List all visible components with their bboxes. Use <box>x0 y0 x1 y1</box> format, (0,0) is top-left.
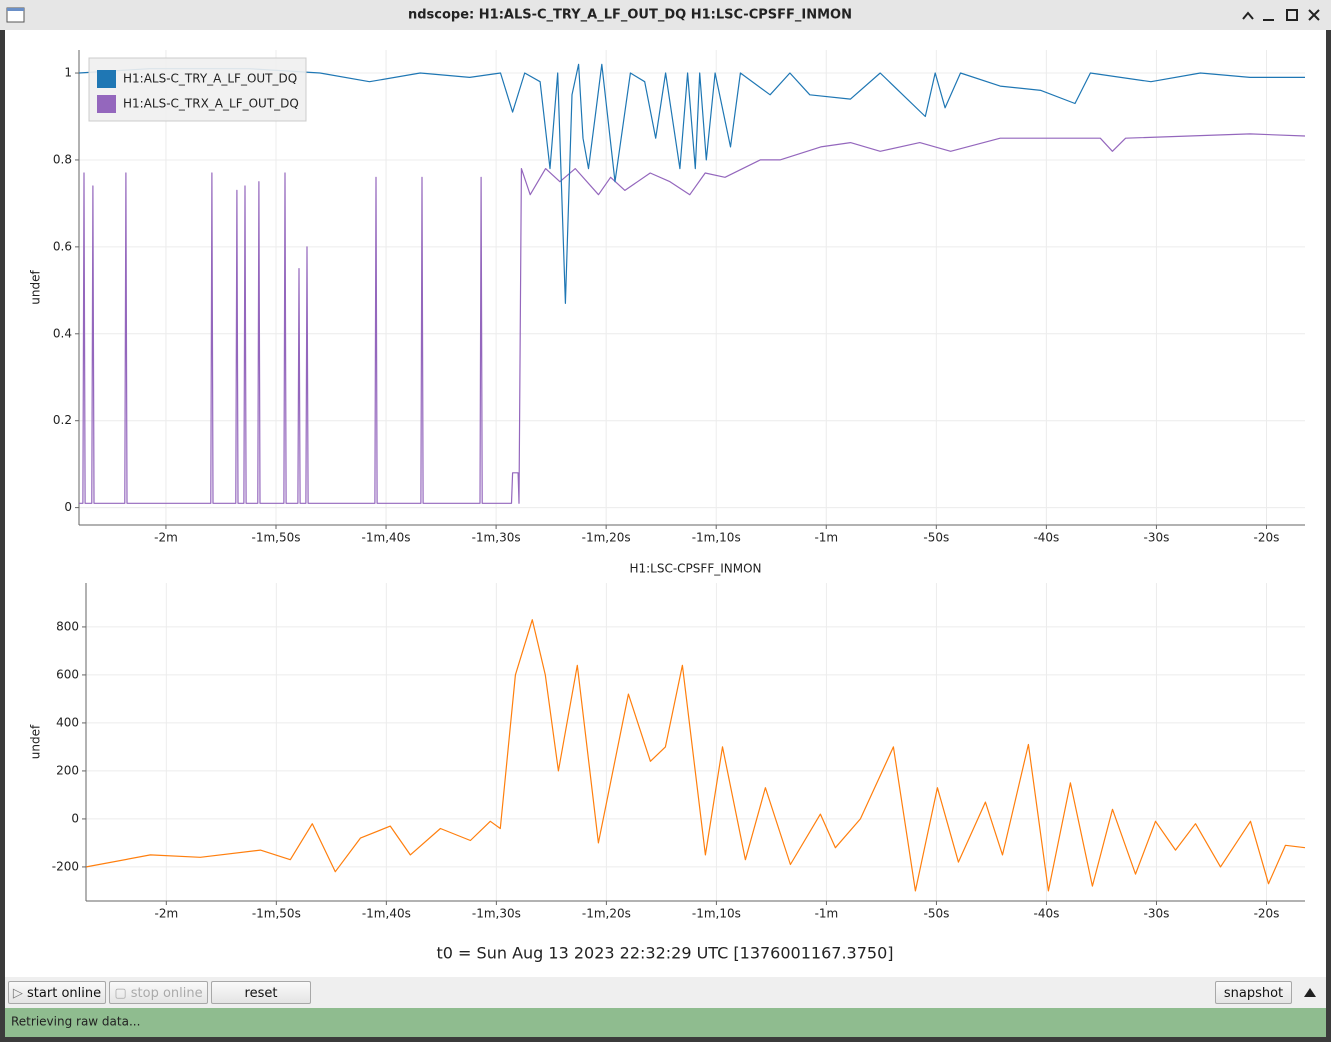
y-tick-label: 0.6 <box>53 239 72 253</box>
x-tick-label: -1m,10s <box>692 907 741 921</box>
x-tick-label: -40s <box>1033 531 1059 545</box>
y-tick-label: 0 <box>64 500 72 514</box>
y-tick-label: 0.2 <box>53 413 72 427</box>
reset-button[interactable]: reset <box>211 981 311 1004</box>
x-tick-label: -1m,50s <box>252 907 301 921</box>
x-tick-label: -2m <box>154 907 178 921</box>
legend-swatch <box>97 70 116 88</box>
status-bar <box>5 1008 1326 1037</box>
y-tick-label: 0 <box>71 811 79 825</box>
window-icon-bar <box>7 8 24 11</box>
window-shade[interactable] <box>1242 11 1254 20</box>
x-tick-label: -1m,50s <box>251 531 300 545</box>
snapshot-button[interactable]: snapshot <box>1215 981 1292 1004</box>
window-maximize[interactable] <box>1286 9 1298 21</box>
legend-box <box>88 57 307 122</box>
y-tick-label: 0.4 <box>53 326 72 340</box>
t0-label: t0 = Sun Aug 13 2023 22:32:29 UTC [13760… <box>437 944 894 963</box>
legend-label: H1:ALS-C_TRX_A_LF_OUT_DQ <box>123 97 299 111</box>
stop-online-button: ▢ stop online <box>109 981 208 1004</box>
series-line <box>86 619 1306 892</box>
y-axis-label: undef <box>29 724 43 759</box>
x-tick-label: -1m <box>815 907 839 921</box>
button-label: start online <box>27 986 102 1001</box>
legend-swatch <box>97 95 116 113</box>
x-tick-label: -1m,20s <box>582 907 631 921</box>
x-tick-label: -2m <box>154 531 178 545</box>
x-tick-label: -30s <box>1144 907 1170 921</box>
legend-label: H1:ALS-C_TRY_A_LF_OUT_DQ <box>123 72 297 86</box>
x-tick-label: -1m,40s <box>362 907 411 921</box>
x-tick-label: -50s <box>924 907 950 921</box>
x-tick-label: -20s <box>1254 907 1280 921</box>
x-tick-label: -1m,30s <box>472 907 521 921</box>
y-tick-label: 400 <box>56 715 79 729</box>
series-line <box>79 133 1306 504</box>
expand-arrow[interactable] <box>1304 988 1316 997</box>
y-tick-label: 200 <box>56 763 79 777</box>
title-bar <box>0 0 1331 30</box>
x-tick-label: -1m,40s <box>362 531 411 545</box>
x-tick-label: -1m,10s <box>692 531 741 545</box>
window-title: ndscope: H1:ALS-C_TRY_A_LF_OUT_DQ H1:LSC… <box>408 8 852 23</box>
x-tick-label: -30s <box>1143 531 1169 545</box>
y-axis-label: undef <box>29 270 43 305</box>
y-tick-label: 600 <box>56 667 79 681</box>
status-text: Retrieving raw data... <box>11 1015 140 1029</box>
x-tick-label: -40s <box>1034 907 1060 921</box>
x-tick-label: -50s <box>923 531 949 545</box>
y-tick-label: 800 <box>56 619 79 633</box>
chart-title: H1:LSC-CPSFF_INMON <box>629 562 761 576</box>
start-online-button[interactable]: ▷ start online <box>8 981 106 1004</box>
y-tick-label: 0.8 <box>53 152 72 166</box>
y-tick-label: -200 <box>52 859 79 873</box>
series-line <box>78 63 1305 304</box>
button-label: reset <box>244 986 278 1001</box>
y-tick-label: 1 <box>64 66 72 80</box>
button-label: stop online <box>130 986 203 1001</box>
button-label: snapshot <box>1223 986 1284 1001</box>
x-tick-label: -1m <box>814 531 838 545</box>
x-tick-label: -1m,20s <box>582 531 631 545</box>
x-tick-label: -20s <box>1254 531 1280 545</box>
window-close[interactable] <box>1308 9 1320 21</box>
x-tick-label: -1m,30s <box>472 531 521 545</box>
